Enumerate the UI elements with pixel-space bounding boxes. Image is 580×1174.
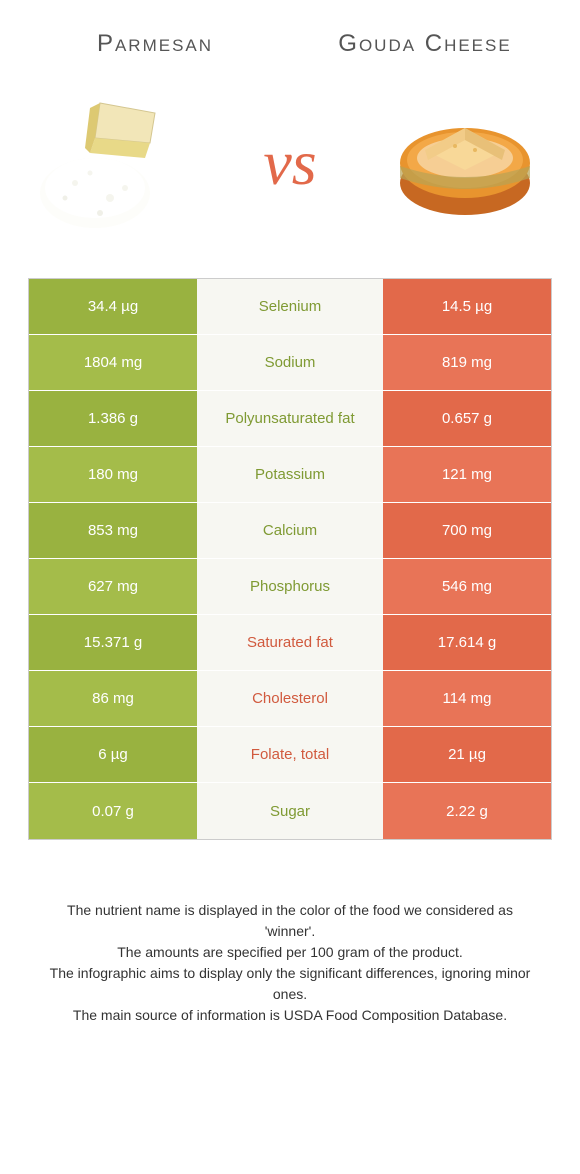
- footer-line: The amounts are specified per 100 gram o…: [40, 942, 540, 963]
- table-row: 6 µgFolate, total21 µg: [29, 727, 551, 783]
- value-right: 700 mg: [383, 503, 551, 558]
- parmesan-image: [30, 78, 200, 248]
- value-right: 546 mg: [383, 559, 551, 614]
- footer-line: The infographic aims to display only the…: [40, 963, 540, 1005]
- value-right: 121 mg: [383, 447, 551, 502]
- value-left: 180 mg: [29, 447, 197, 502]
- comparison-table: 34.4 µgSelenium14.5 µg1804 mgSodium819 m…: [28, 278, 552, 840]
- header: Parmesan Gouda Cheese: [0, 0, 580, 78]
- nutrient-label: Calcium: [197, 503, 383, 558]
- value-right: 14.5 µg: [383, 279, 551, 334]
- table-row: 627 mgPhosphorus546 mg: [29, 559, 551, 615]
- value-left: 1804 mg: [29, 335, 197, 390]
- nutrient-label: Polyunsaturated fat: [197, 391, 383, 446]
- value-right: 21 µg: [383, 727, 551, 782]
- gouda-image: [380, 78, 550, 248]
- footer-line: The main source of information is USDA F…: [40, 1005, 540, 1026]
- nutrient-label: Selenium: [197, 279, 383, 334]
- food-right-title: Gouda Cheese: [310, 30, 540, 58]
- table-row: 1.386 gPolyunsaturated fat0.657 g: [29, 391, 551, 447]
- table-row: 86 mgCholesterol114 mg: [29, 671, 551, 727]
- value-right: 114 mg: [383, 671, 551, 726]
- table-row: 1804 mgSodium819 mg: [29, 335, 551, 391]
- value-left: 853 mg: [29, 503, 197, 558]
- vs-label: vs: [263, 126, 316, 200]
- nutrient-label: Potassium: [197, 447, 383, 502]
- images-row: vs: [0, 78, 580, 278]
- value-right: 2.22 g: [383, 783, 551, 839]
- footer-notes: The nutrient name is displayed in the co…: [0, 840, 580, 1026]
- value-right: 819 mg: [383, 335, 551, 390]
- table-row: 0.07 gSugar2.22 g: [29, 783, 551, 839]
- table-row: 180 mgPotassium121 mg: [29, 447, 551, 503]
- value-left: 34.4 µg: [29, 279, 197, 334]
- nutrient-label: Sodium: [197, 335, 383, 390]
- nutrient-label: Sugar: [197, 783, 383, 839]
- table-row: 34.4 µgSelenium14.5 µg: [29, 279, 551, 335]
- value-left: 627 mg: [29, 559, 197, 614]
- value-right: 17.614 g: [383, 615, 551, 670]
- nutrient-label: Cholesterol: [197, 671, 383, 726]
- food-left-title: Parmesan: [40, 30, 270, 58]
- value-left: 0.07 g: [29, 783, 197, 839]
- value-right: 0.657 g: [383, 391, 551, 446]
- table-row: 853 mgCalcium700 mg: [29, 503, 551, 559]
- footer-line: The nutrient name is displayed in the co…: [40, 900, 540, 942]
- value-left: 1.386 g: [29, 391, 197, 446]
- table-row: 15.371 gSaturated fat17.614 g: [29, 615, 551, 671]
- value-left: 6 µg: [29, 727, 197, 782]
- nutrient-label: Phosphorus: [197, 559, 383, 614]
- nutrient-label: Folate, total: [197, 727, 383, 782]
- nutrient-label: Saturated fat: [197, 615, 383, 670]
- value-left: 86 mg: [29, 671, 197, 726]
- value-left: 15.371 g: [29, 615, 197, 670]
